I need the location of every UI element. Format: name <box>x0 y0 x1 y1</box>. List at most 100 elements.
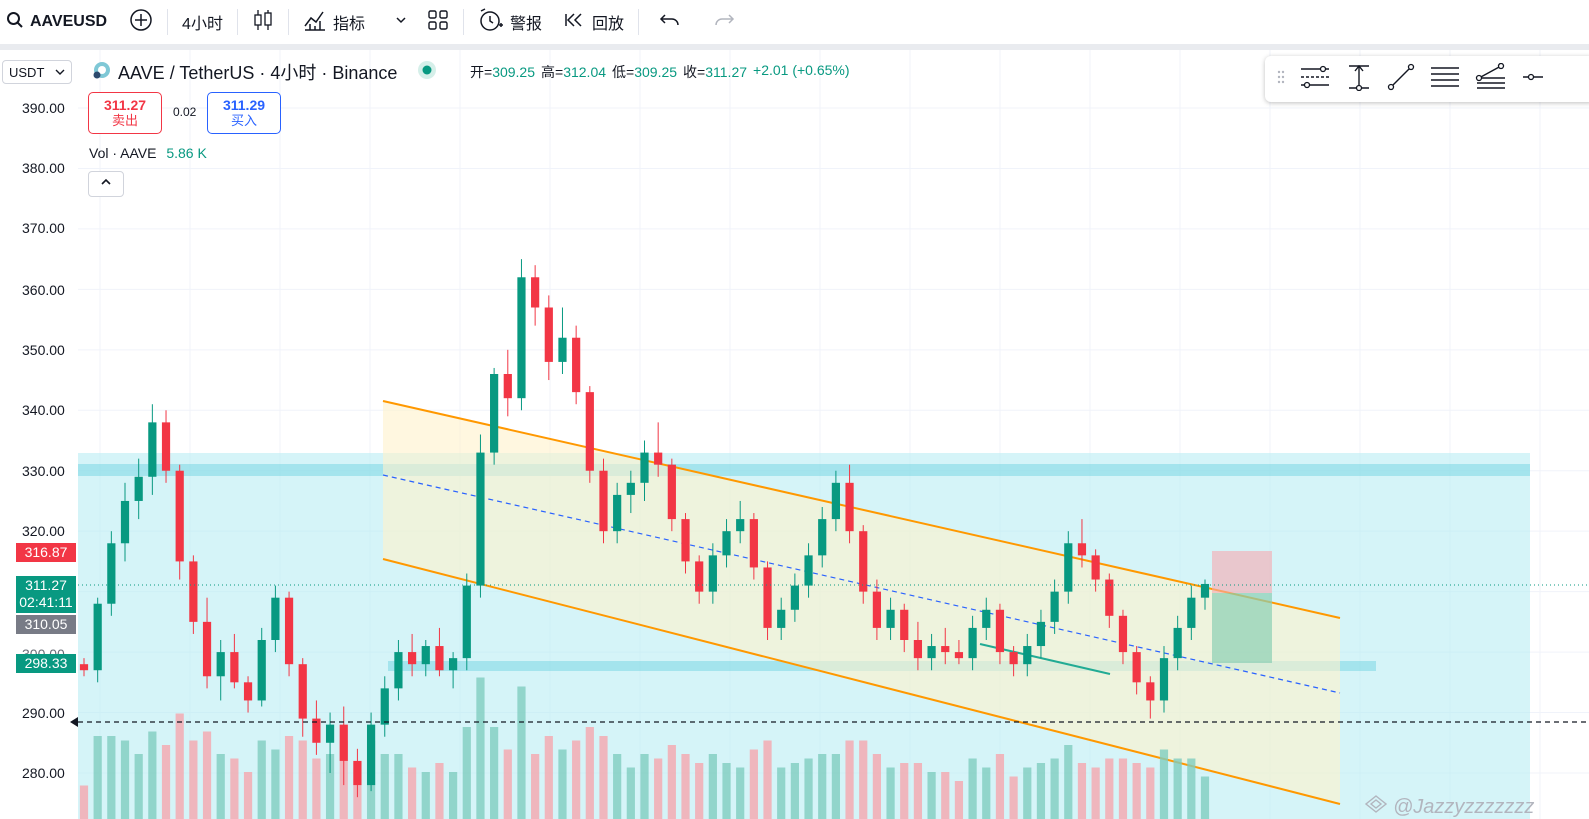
volume-bar <box>681 754 690 819</box>
divider <box>287 9 289 35</box>
candlestick-series <box>79 259 1210 798</box>
horizontal-ray-icon[interactable] <box>1521 63 1543 96</box>
volume-bar <box>298 740 307 819</box>
volume-bar <box>1091 767 1100 819</box>
axis-tick: 320.00 <box>22 523 65 539</box>
market-status-icon[interactable] <box>417 60 437 85</box>
replay-button[interactable]: 回放 <box>560 0 628 44</box>
ohlc-high: 高=312.04 <box>541 64 607 80</box>
candle-body <box>134 476 143 501</box>
axis-tick: 340.00 <box>22 402 65 418</box>
candle-body <box>927 646 936 659</box>
candle-body <box>490 374 499 453</box>
alert-button[interactable]: 警报 <box>474 0 546 44</box>
currency-select[interactable]: USDT <box>2 60 72 84</box>
candle-body <box>1146 682 1155 701</box>
sell-button[interactable]: 311.27 卖出 <box>88 92 162 134</box>
replay-label: 回放 <box>591 16 624 33</box>
high-price-label: 316.87 <box>16 543 76 562</box>
candle-body <box>913 640 923 659</box>
axis-tick: 360.00 <box>22 282 65 298</box>
spread-value: 0.02 <box>173 105 197 119</box>
volume-bar <box>1064 745 1073 819</box>
indicators-dropdown[interactable] <box>391 0 411 44</box>
buy-button[interactable]: 311.29 买入 <box>207 92 281 134</box>
trend-line-icon[interactable] <box>1387 63 1415 96</box>
volume-bar <box>1173 758 1182 819</box>
volume-bar <box>476 677 485 819</box>
volume-bar <box>927 772 936 819</box>
candle-body <box>93 603 102 671</box>
plus-circle-icon <box>129 8 153 37</box>
candle-body <box>995 609 1005 653</box>
line-anchor-arrow <box>70 717 78 727</box>
candle-body <box>667 464 676 520</box>
candle-body <box>161 422 171 471</box>
volume-bar <box>120 740 130 819</box>
interval-button[interactable]: 4小时 <box>178 0 227 44</box>
header-divider <box>0 44 1589 50</box>
divider <box>638 9 639 35</box>
indicators-button[interactable]: 指标 <box>299 0 369 44</box>
candle-body <box>872 591 882 628</box>
candle-body <box>435 646 444 671</box>
drag-handle-icon[interactable] <box>1277 69 1285 90</box>
legend-title[interactable]: AAVE / TetherUS · 4小时 · Binance <box>118 63 398 83</box>
candle-body <box>189 561 198 622</box>
collapse-legend-button[interactable] <box>88 171 124 197</box>
volume-bar <box>284 736 294 819</box>
volume-bar <box>968 758 977 819</box>
candle-body <box>1050 591 1059 622</box>
rewind-icon <box>564 11 586 34</box>
volume-bar <box>654 758 663 819</box>
chart-type-button[interactable] <box>248 0 278 44</box>
volume-bar <box>230 758 239 819</box>
layout-button[interactable] <box>423 0 453 44</box>
candle-body <box>325 724 335 743</box>
price-range-icon[interactable] <box>1345 63 1373 96</box>
candle-body <box>708 555 717 592</box>
volume-bar <box>777 767 786 819</box>
price-chart[interactable] <box>0 50 1589 819</box>
divider <box>236 9 238 35</box>
compare-button[interactable] <box>125 0 157 44</box>
undo-button[interactable] <box>655 0 685 44</box>
volume-bar <box>449 772 458 819</box>
volume-bar <box>407 767 417 819</box>
candle-body <box>257 640 266 701</box>
volume-bar <box>900 763 909 819</box>
redo-button[interactable] <box>709 0 739 44</box>
candle-body <box>120 500 130 544</box>
volume-bar <box>954 781 964 819</box>
volume-bar <box>941 772 950 819</box>
interval-label: 4小时 <box>182 16 223 33</box>
volume-bars <box>79 677 1210 819</box>
candle-body <box>476 452 485 586</box>
candle-body <box>503 374 512 399</box>
symbol-search[interactable]: AAVEUSD <box>0 0 111 44</box>
volume-bar <box>585 727 594 819</box>
volume-bar <box>380 754 389 819</box>
resistance-zone-band <box>78 464 1530 476</box>
volume-bar <box>435 763 444 819</box>
buy-price: 311.29 <box>222 97 266 113</box>
ohlc-change: +2.01 (+0.65%) <box>753 62 850 78</box>
candle-body <box>175 470 184 562</box>
volume-bar <box>708 754 717 819</box>
regression-channel-icon[interactable] <box>1299 63 1331 96</box>
volume-bar <box>626 767 635 819</box>
volume-bar <box>1187 758 1196 819</box>
diamond-logo-icon <box>1364 795 1388 819</box>
volume-bar <box>325 754 335 819</box>
candle-body <box>421 646 430 665</box>
axis-tick: 370.00 <box>22 220 65 236</box>
fib-retracement-icon[interactable] <box>1429 63 1461 96</box>
volume-bar <box>640 754 649 819</box>
indicators-label: 指标 <box>332 16 365 33</box>
fib-fan-icon[interactable] <box>1475 62 1507 96</box>
candle-body <box>339 724 348 761</box>
candle-body <box>954 652 964 659</box>
volume-bar <box>859 740 868 819</box>
volume-bar <box>490 727 499 819</box>
candle-body <box>1036 621 1046 647</box>
